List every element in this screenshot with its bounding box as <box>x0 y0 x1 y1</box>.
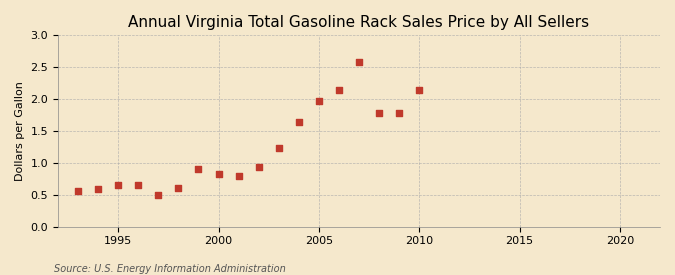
Y-axis label: Dollars per Gallon: Dollars per Gallon <box>15 81 25 181</box>
Point <box>354 60 364 64</box>
Title: Annual Virginia Total Gasoline Rack Sales Price by All Sellers: Annual Virginia Total Gasoline Rack Sale… <box>128 15 589 30</box>
Point <box>333 87 344 92</box>
Point <box>92 187 103 191</box>
Point <box>153 192 164 197</box>
Point <box>173 186 184 191</box>
Point <box>253 164 264 169</box>
Point <box>273 145 284 150</box>
Point <box>213 172 224 177</box>
Point <box>73 189 84 193</box>
Point <box>113 183 124 187</box>
Point <box>193 166 204 171</box>
Point <box>374 111 385 115</box>
Text: Source: U.S. Energy Information Administration: Source: U.S. Energy Information Administ… <box>54 264 286 274</box>
Point <box>234 174 244 178</box>
Point <box>294 120 304 124</box>
Point <box>133 183 144 187</box>
Point <box>394 111 404 115</box>
Point <box>313 99 324 103</box>
Point <box>414 87 425 92</box>
